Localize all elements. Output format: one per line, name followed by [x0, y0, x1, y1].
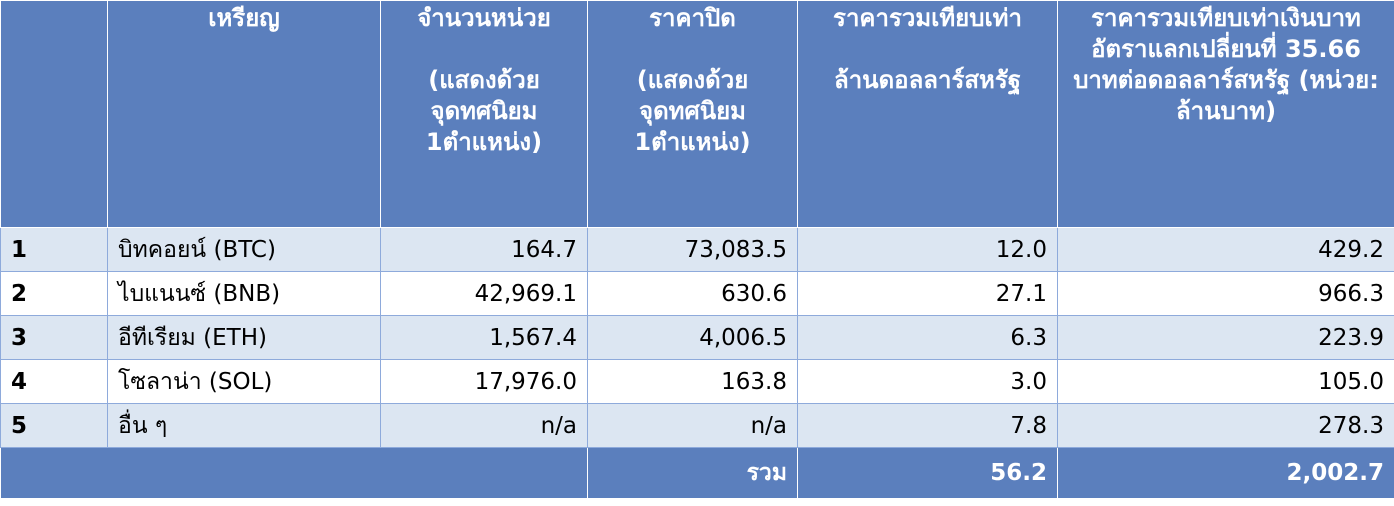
table-cell: n/a: [380, 403, 588, 448]
table-cell: 6.3: [797, 315, 1058, 360]
table-cell: ไบแนนซ์ (BNB): [107, 271, 381, 316]
table-cell: 1,567.4: [380, 315, 588, 360]
table-body: 1 บิทคอยน์ (BTC) 164.7 73,083.5 12.0 429.2 2 ไบ…: [0, 227, 1394, 448]
table-header: เหรียญ จำนวนหน่วย (แสดงด้วย จุดทศนิยม 1ตำแ…: [0, 0, 1394, 228]
table-cell: 163.8: [587, 359, 798, 404]
table-cell: 278.3: [1057, 403, 1394, 448]
table-cell: 3: [0, 315, 108, 360]
table-cell: 429.2: [1057, 227, 1394, 272]
table-row: 1 บิทคอยน์ (BTC) 164.7 73,083.5 12.0 429.2: [0, 227, 1394, 272]
header-text: ล้านดอลลาร์สหรัฐ: [834, 66, 1021, 94]
header-text: จำนวนหน่วย: [417, 4, 551, 32]
total-label: รวม: [587, 447, 798, 499]
header-cell: เหรียญ: [107, 0, 381, 228]
header-text: (แสดงด้วย จุดทศนิยม 1ตำแหน่ง): [425, 66, 543, 156]
table-cell: 630.6: [587, 271, 798, 316]
table-cell: n/a: [587, 403, 798, 448]
table-cell: 105.0: [1057, 359, 1394, 404]
header-text: ราคารวมเทียบเท่า: [833, 4, 1022, 32]
table-row: 4 โซลาน่า (SOL) 17,976.0 163.8 3.0 105.0: [0, 359, 1394, 404]
total-thb: 2,002.7: [1057, 447, 1394, 499]
header-cell: [0, 0, 108, 228]
header-cell: ราคารวมเทียบเท่าเงินบาท อัตราแลกเปลี่ยนท…: [1057, 0, 1394, 228]
table-cell: 7.8: [797, 403, 1058, 448]
table-footer: รวม 56.2 2,002.7: [0, 447, 1394, 499]
table-cell: 73,083.5: [587, 227, 798, 272]
table-cell: 164.7: [380, 227, 588, 272]
table-cell: โซลาน่า (SOL): [107, 359, 381, 404]
total-usd: 56.2: [797, 447, 1058, 499]
table-row: 5 อื่น ๆ n/a n/a 7.8 278.3: [0, 403, 1394, 448]
table-cell: 3.0: [797, 359, 1058, 404]
table-cell: อีทีเรียม (ETH): [107, 315, 381, 360]
table-cell: 2: [0, 271, 108, 316]
table-cell: อื่น ๆ: [107, 403, 381, 448]
header-text: เหรียญ: [208, 4, 280, 32]
header-row: เหรียญ จำนวนหน่วย (แสดงด้วย จุดทศนิยม 1ตำแ…: [0, 0, 1394, 228]
table-cell: 223.9: [1057, 315, 1394, 360]
header-cell: ราคาปิด (แสดงด้วย จุดทศนิยม 1ตำแหน่ง): [587, 0, 798, 228]
table-cell: 17,976.0: [380, 359, 588, 404]
total-row: รวม 56.2 2,002.7: [0, 447, 1394, 499]
header-text: ราคาปิด: [649, 4, 736, 32]
header-text: (แสดงด้วย จุดทศนิยม 1ตำแหน่ง): [634, 66, 751, 156]
header-text: ราคารวมเทียบเท่าเงินบาท อัตราแลกเปลี่ยนท…: [1073, 4, 1379, 125]
table-cell: บิทคอยน์ (BTC): [107, 227, 381, 272]
table-row: 3 อีทีเรียม (ETH) 1,567.4 4,006.5 6.3 223.9: [0, 315, 1394, 360]
table-cell: 5: [0, 403, 108, 448]
table-cell: 1: [0, 227, 108, 272]
table-cell: 4,006.5: [587, 315, 798, 360]
header-cell: ราคารวมเทียบเท่าล้านดอลลาร์สหรัฐ: [797, 0, 1058, 228]
empty-cell: [0, 447, 588, 499]
table-row: 2 ไบแนนซ์ (BNB) 42,969.1 630.6 27.1 966.3: [0, 271, 1394, 316]
table-cell: 12.0: [797, 227, 1058, 272]
table-cell: 4: [0, 359, 108, 404]
table-cell: 966.3: [1057, 271, 1394, 316]
table-cell: 27.1: [797, 271, 1058, 316]
table-cell: 42,969.1: [380, 271, 588, 316]
header-cell: จำนวนหน่วย (แสดงด้วย จุดทศนิยม 1ตำแหน่ง): [380, 0, 588, 228]
